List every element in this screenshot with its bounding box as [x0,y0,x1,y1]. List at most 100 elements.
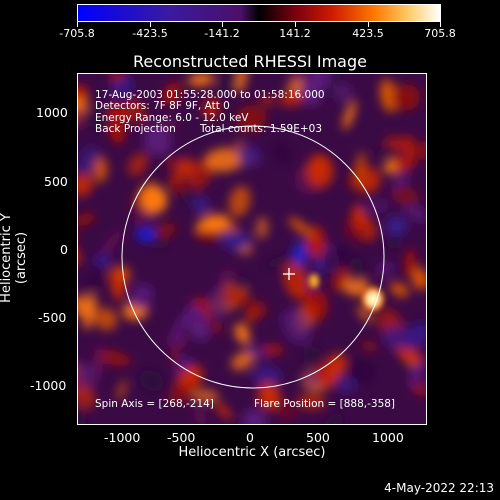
total-counts-text: Total counts: 1.59E+03 [200,123,323,135]
emission-blob [168,178,187,193]
emission-blob [302,346,322,363]
emission-blob [288,217,314,238]
emission-blob [281,308,312,344]
spin-axis-text: Spin Axis = [268,-214] [95,398,214,410]
emission-blob [384,215,408,236]
emission-blob [93,156,108,183]
y-tick-label: -1000 [30,378,67,393]
emission-blob [255,216,269,239]
emission-blob [409,323,426,346]
x-tick-label: 1000 [372,430,404,445]
emission-blob [244,307,260,324]
emission-blob [355,201,392,214]
colorbar-label: 705.8 [424,27,456,40]
emission-blob [204,147,245,172]
emission-blob [82,293,98,330]
emission-blob [139,369,164,392]
x-tick-label: -500 [167,430,196,445]
colorbar-label: -141.2 [204,27,240,40]
emission-blob [276,401,298,420]
emission-blob [78,363,99,389]
emission-blob [220,230,251,250]
emission-blob [320,412,343,424]
emission-blob [108,74,125,83]
emission-blob [272,142,292,166]
emission-blob [107,104,125,145]
colorbar-tick [77,22,78,27]
emission-blob [392,186,419,205]
emission-blob [78,85,88,101]
emission-blob [234,323,250,345]
emission-blob [377,261,393,278]
time-range-text: 17-Aug-2003 01:55:28.000 to 01:58:16.000 [95,89,325,101]
emission-blob [78,107,88,129]
emission-blob [252,364,282,388]
emission-blob [288,74,308,81]
flare-position-text: Flare Position = [888,-358] [254,398,396,410]
y-tick-label: 1000 [36,105,68,120]
emission-blob [342,100,356,130]
emission-blob [392,84,421,111]
emission-blob [301,289,328,323]
emission-blob [372,146,408,157]
emission-blob [116,379,128,401]
image-canvas [78,74,426,424]
colorbar-tick [150,22,151,27]
emission-blob [386,232,404,250]
x-tick-label: 0 [246,430,254,445]
emission-blob [347,357,377,384]
emission-blob [296,393,326,410]
emission-blob [215,74,250,94]
emission-blob [98,228,123,260]
emission-blob [165,157,180,170]
emission-blob [334,374,357,394]
emission-blob [94,252,111,268]
emission-pattern [78,74,426,424]
emission-blob [214,401,233,420]
emission-blob [278,91,307,106]
solar-limb-circle [121,125,385,389]
emission-blob [231,351,255,371]
emission-blob [320,245,351,275]
emission-blob [311,155,328,180]
emission-blob [162,82,182,106]
emission-blob [187,74,215,87]
emission-blob [408,359,426,387]
image-title: Reconstructed RHESSI Image [133,52,367,71]
rhessi-image-plot[interactable]: 17-Aug-2003 01:55:28.000 to 01:58:16.000… [77,73,427,425]
emission-blob [412,267,426,290]
emission-blob [236,144,261,167]
emission-blob [78,212,96,226]
method-text: Back Projection [95,123,176,135]
colorbar [77,4,441,22]
colorbar-tick [222,22,223,27]
y-tick-label: 0 [60,242,68,257]
emission-blob [348,256,364,285]
emission-blob [242,409,267,424]
colorbar-label: -423.5 [132,27,168,40]
emission-blob [167,384,194,404]
emission-blob [236,74,247,94]
emission-blob [78,406,87,424]
emission-blob [84,107,112,130]
x-tick-label: 500 [306,430,330,445]
emission-blob [209,320,223,334]
emission-blob [195,214,230,236]
emission-blob [263,255,293,269]
energy-range-text: Energy Range: 6.0 - 12.0 keV [95,112,249,124]
emission-blob [78,173,94,197]
emission-blob [417,140,426,161]
colorbar-label: 141.2 [279,27,311,40]
emission-blob [340,275,370,296]
emission-blob [221,289,252,306]
y-axis-label: Heliocentric Y (arcsec) [0,213,29,303]
colorbar-label: -705.8 [59,27,95,40]
emission-blob [127,152,149,177]
y-tick-label: -500 [38,310,67,325]
x-tick-label: -1000 [104,430,141,445]
colorbar-tick [295,22,296,27]
emission-blob [191,197,211,213]
emission-blob [171,313,186,349]
emission-blob [260,95,275,106]
emission-blob [410,382,426,396]
